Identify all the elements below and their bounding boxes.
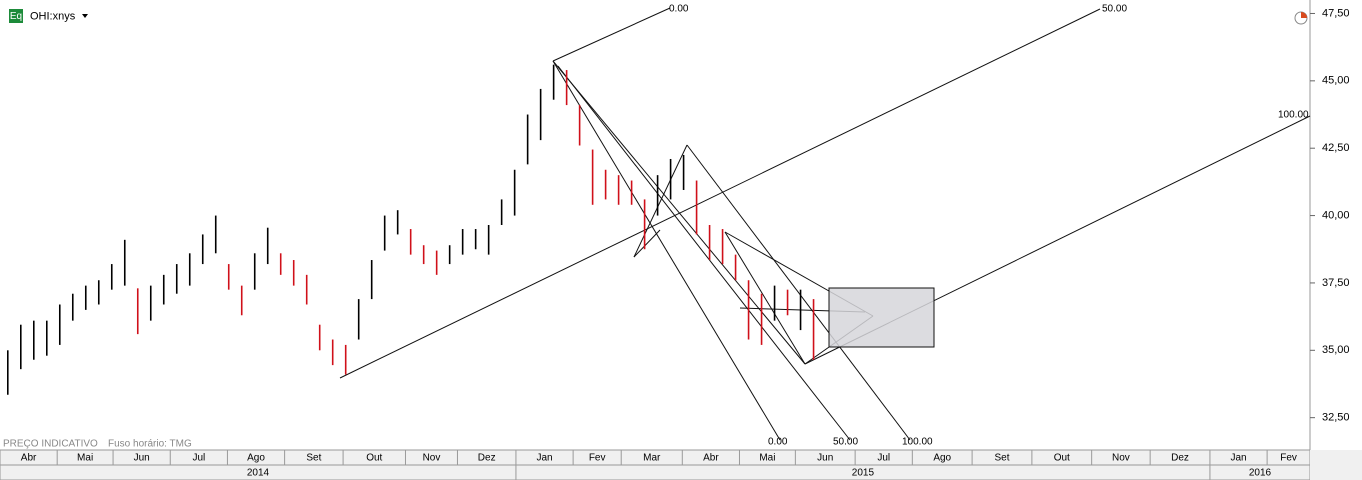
x-tick-label: Jan — [536, 453, 552, 464]
year-label: 2014 — [247, 468, 270, 479]
x-tick-label: Jul — [877, 453, 890, 464]
x-tick-label: Dez — [478, 453, 496, 464]
x-tick-label: Set — [306, 453, 321, 464]
symbol[interactable]: OHI:xnys — [30, 10, 76, 22]
x-tick-label: Mar — [643, 453, 661, 464]
x-tick-label: Set — [994, 453, 1009, 464]
fib-label: 0.00 — [669, 4, 689, 15]
x-tick-label: Abr — [703, 453, 719, 464]
corner — [1310, 450, 1362, 480]
trend-line — [339, 8, 1101, 379]
y-tick-label: 32,50 — [1322, 412, 1350, 424]
x-tick-label: Jul — [192, 453, 205, 464]
trend-line — [686, 144, 911, 441]
x-tick-label: Jun — [134, 453, 150, 464]
fib-label: 0.00 — [768, 437, 788, 448]
x-tick-label: Jun — [817, 453, 833, 464]
x-tick-label: Mai — [77, 453, 93, 464]
x-tick-label: Jan — [1230, 453, 1246, 464]
icon-text: Eq — [10, 11, 22, 22]
trend-line — [633, 144, 688, 258]
trend-line — [557, 65, 851, 441]
x-tick-label: Dez — [1171, 453, 1189, 464]
note: PREÇO INDICATIVO — [3, 439, 98, 450]
fib-label: 100.00 — [1278, 110, 1309, 121]
fib-label: 50.00 — [833, 437, 858, 448]
drawings: 0.00 50.00 100.00 0.00 50.00 100.00 — [339, 4, 1311, 448]
symbol-icon[interactable] — [9, 9, 23, 23]
note: Fuso horário: TMG — [108, 439, 192, 450]
x-tick-label: Nov — [1112, 453, 1130, 464]
year-label: 2015 — [852, 468, 875, 479]
year-label: 2016 — [1249, 468, 1272, 479]
x-tick-label: Fev — [589, 453, 606, 464]
y-tick-label: 47,50 — [1322, 7, 1350, 19]
trend-line — [552, 60, 806, 365]
fib-label: 50.00 — [1102, 4, 1127, 15]
y-tick-label: 37,50 — [1322, 277, 1350, 289]
x-tick-label: Abr — [21, 453, 37, 464]
x-tick-label: Fev — [1280, 453, 1297, 464]
trend-line — [724, 231, 806, 365]
y-tick-label: 45,00 — [1322, 75, 1350, 87]
y-tick-label: 40,00 — [1322, 209, 1350, 221]
x-tick-label: Nov — [423, 453, 441, 464]
x-tick-label: Mai — [759, 453, 775, 464]
y-tick-label: 35,00 — [1322, 344, 1350, 356]
range-box — [828, 287, 935, 348]
x-tick-label: Out — [366, 453, 382, 464]
dropdown-arrow[interactable] — [82, 14, 88, 18]
clock-hand — [1301, 12, 1307, 18]
fib-label: 100.00 — [902, 437, 933, 448]
x-tick-label: Ago — [933, 453, 951, 464]
x-tick-label: Out — [1054, 453, 1070, 464]
trend-line — [552, 7, 671, 62]
y-tick-label: 42,50 — [1322, 142, 1350, 154]
x-tick-label: Ago — [247, 453, 265, 464]
trend-line — [552, 60, 781, 441]
trend-line — [633, 229, 661, 258]
